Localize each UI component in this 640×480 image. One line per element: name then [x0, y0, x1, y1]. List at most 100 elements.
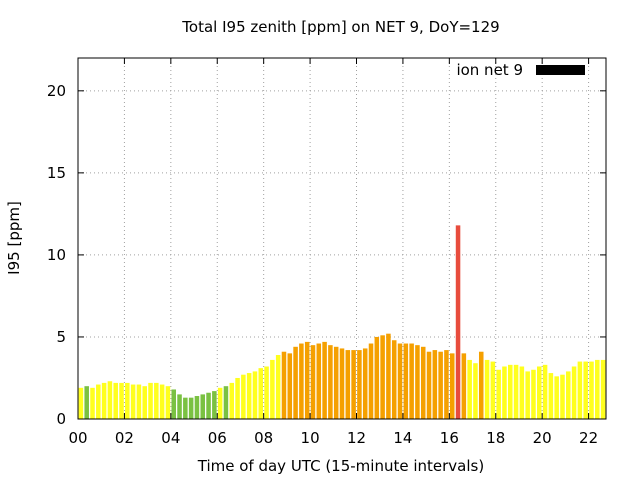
- bar: [142, 386, 147, 419]
- x-axis-ticks: 00 02 04 06 08 10 12 14 16 18 20 22: [68, 58, 598, 447]
- bar: [96, 384, 101, 419]
- bar: [316, 343, 322, 419]
- bar: [595, 359, 600, 419]
- bar: [397, 343, 403, 419]
- bar: [554, 376, 559, 419]
- bar: [84, 386, 89, 419]
- legend-swatch: [536, 65, 585, 75]
- bar: [490, 361, 496, 419]
- legend: ion net 9: [456, 61, 585, 79]
- legend-label: ion net 9: [456, 61, 523, 79]
- bar: [467, 359, 472, 419]
- bar: [188, 397, 194, 419]
- bar: [119, 382, 124, 419]
- bar: [275, 355, 281, 419]
- y-tick-label: 10: [47, 246, 66, 264]
- chart-title: Total I95 zenith [ppm] on NET 9, DoY=129: [181, 18, 499, 36]
- bar: [235, 377, 240, 419]
- bar: [90, 387, 95, 419]
- bar: [391, 340, 397, 419]
- x-tick-label: 16: [440, 429, 459, 447]
- y-tick-label: 0: [56, 410, 66, 428]
- x-tick-label: 12: [347, 429, 366, 447]
- bar: [304, 341, 310, 419]
- bar: [583, 361, 588, 419]
- bar: [165, 386, 171, 419]
- bar: [339, 348, 345, 419]
- bar: [566, 371, 571, 419]
- bar: [183, 397, 188, 419]
- bar: [299, 343, 304, 419]
- bar: [444, 350, 449, 419]
- bar: [281, 351, 287, 419]
- bar: [496, 369, 501, 419]
- bar: [328, 345, 333, 419]
- bar: [101, 382, 107, 419]
- bar: [362, 348, 368, 419]
- bar: [107, 381, 113, 419]
- bar: [351, 350, 356, 419]
- bar: [508, 364, 513, 419]
- bar: [426, 351, 432, 419]
- y-tick-label: 20: [47, 82, 66, 100]
- x-tick-label: 06: [208, 429, 227, 447]
- bar: [577, 361, 583, 419]
- bar: [241, 374, 246, 419]
- bar: [513, 364, 519, 419]
- x-tick-label: 20: [533, 429, 552, 447]
- bar: [537, 366, 542, 419]
- bar: [519, 366, 525, 419]
- bars: [78, 225, 606, 419]
- bar: [403, 343, 409, 419]
- bar: [438, 351, 443, 419]
- bar: [420, 346, 426, 419]
- bar: [368, 343, 374, 419]
- bar: [200, 394, 206, 419]
- bar: [217, 387, 223, 419]
- bar: [432, 350, 438, 419]
- x-axis-label: Time of day UTC (15-minute intervals): [197, 457, 484, 475]
- plot-frame: [77, 57, 607, 420]
- bar: [78, 387, 84, 419]
- bar: [113, 382, 118, 419]
- bar: [223, 386, 229, 419]
- bar: [148, 382, 153, 419]
- x-tick-label: 22: [579, 429, 598, 447]
- bar: [380, 335, 385, 419]
- bar: [374, 336, 380, 419]
- bar: [177, 394, 182, 419]
- bar: [548, 373, 554, 419]
- bar: [415, 345, 420, 419]
- bar: [449, 353, 455, 419]
- y-tick-label: 15: [47, 164, 66, 182]
- bar: [154, 382, 159, 419]
- y-axis-ticks: 0 5 10 15 20: [47, 82, 606, 428]
- bar: [502, 366, 507, 419]
- x-tick-label: 00: [68, 429, 87, 447]
- bar: [409, 343, 414, 419]
- x-tick-label: 14: [393, 429, 412, 447]
- bar: [264, 366, 269, 419]
- bar: [525, 371, 530, 419]
- bar: [589, 361, 594, 419]
- x-tick-label: 10: [301, 429, 320, 447]
- x-tick-label: 18: [486, 429, 505, 447]
- bar: [531, 369, 536, 419]
- bar: [287, 353, 293, 419]
- bar: [322, 341, 327, 419]
- bar: [206, 392, 211, 419]
- grid-lines: [78, 58, 606, 419]
- y-axis-label: I95 [ppm]: [5, 201, 23, 275]
- bar: [136, 384, 142, 419]
- bar: [130, 384, 136, 419]
- bar: [194, 396, 200, 419]
- bar: [560, 374, 565, 419]
- x-tick-label: 04: [161, 429, 180, 447]
- bar: [212, 391, 217, 419]
- bar: [473, 363, 478, 419]
- bar: [258, 368, 264, 419]
- bar: [345, 350, 351, 419]
- bar: [386, 333, 391, 419]
- bar: [542, 364, 548, 419]
